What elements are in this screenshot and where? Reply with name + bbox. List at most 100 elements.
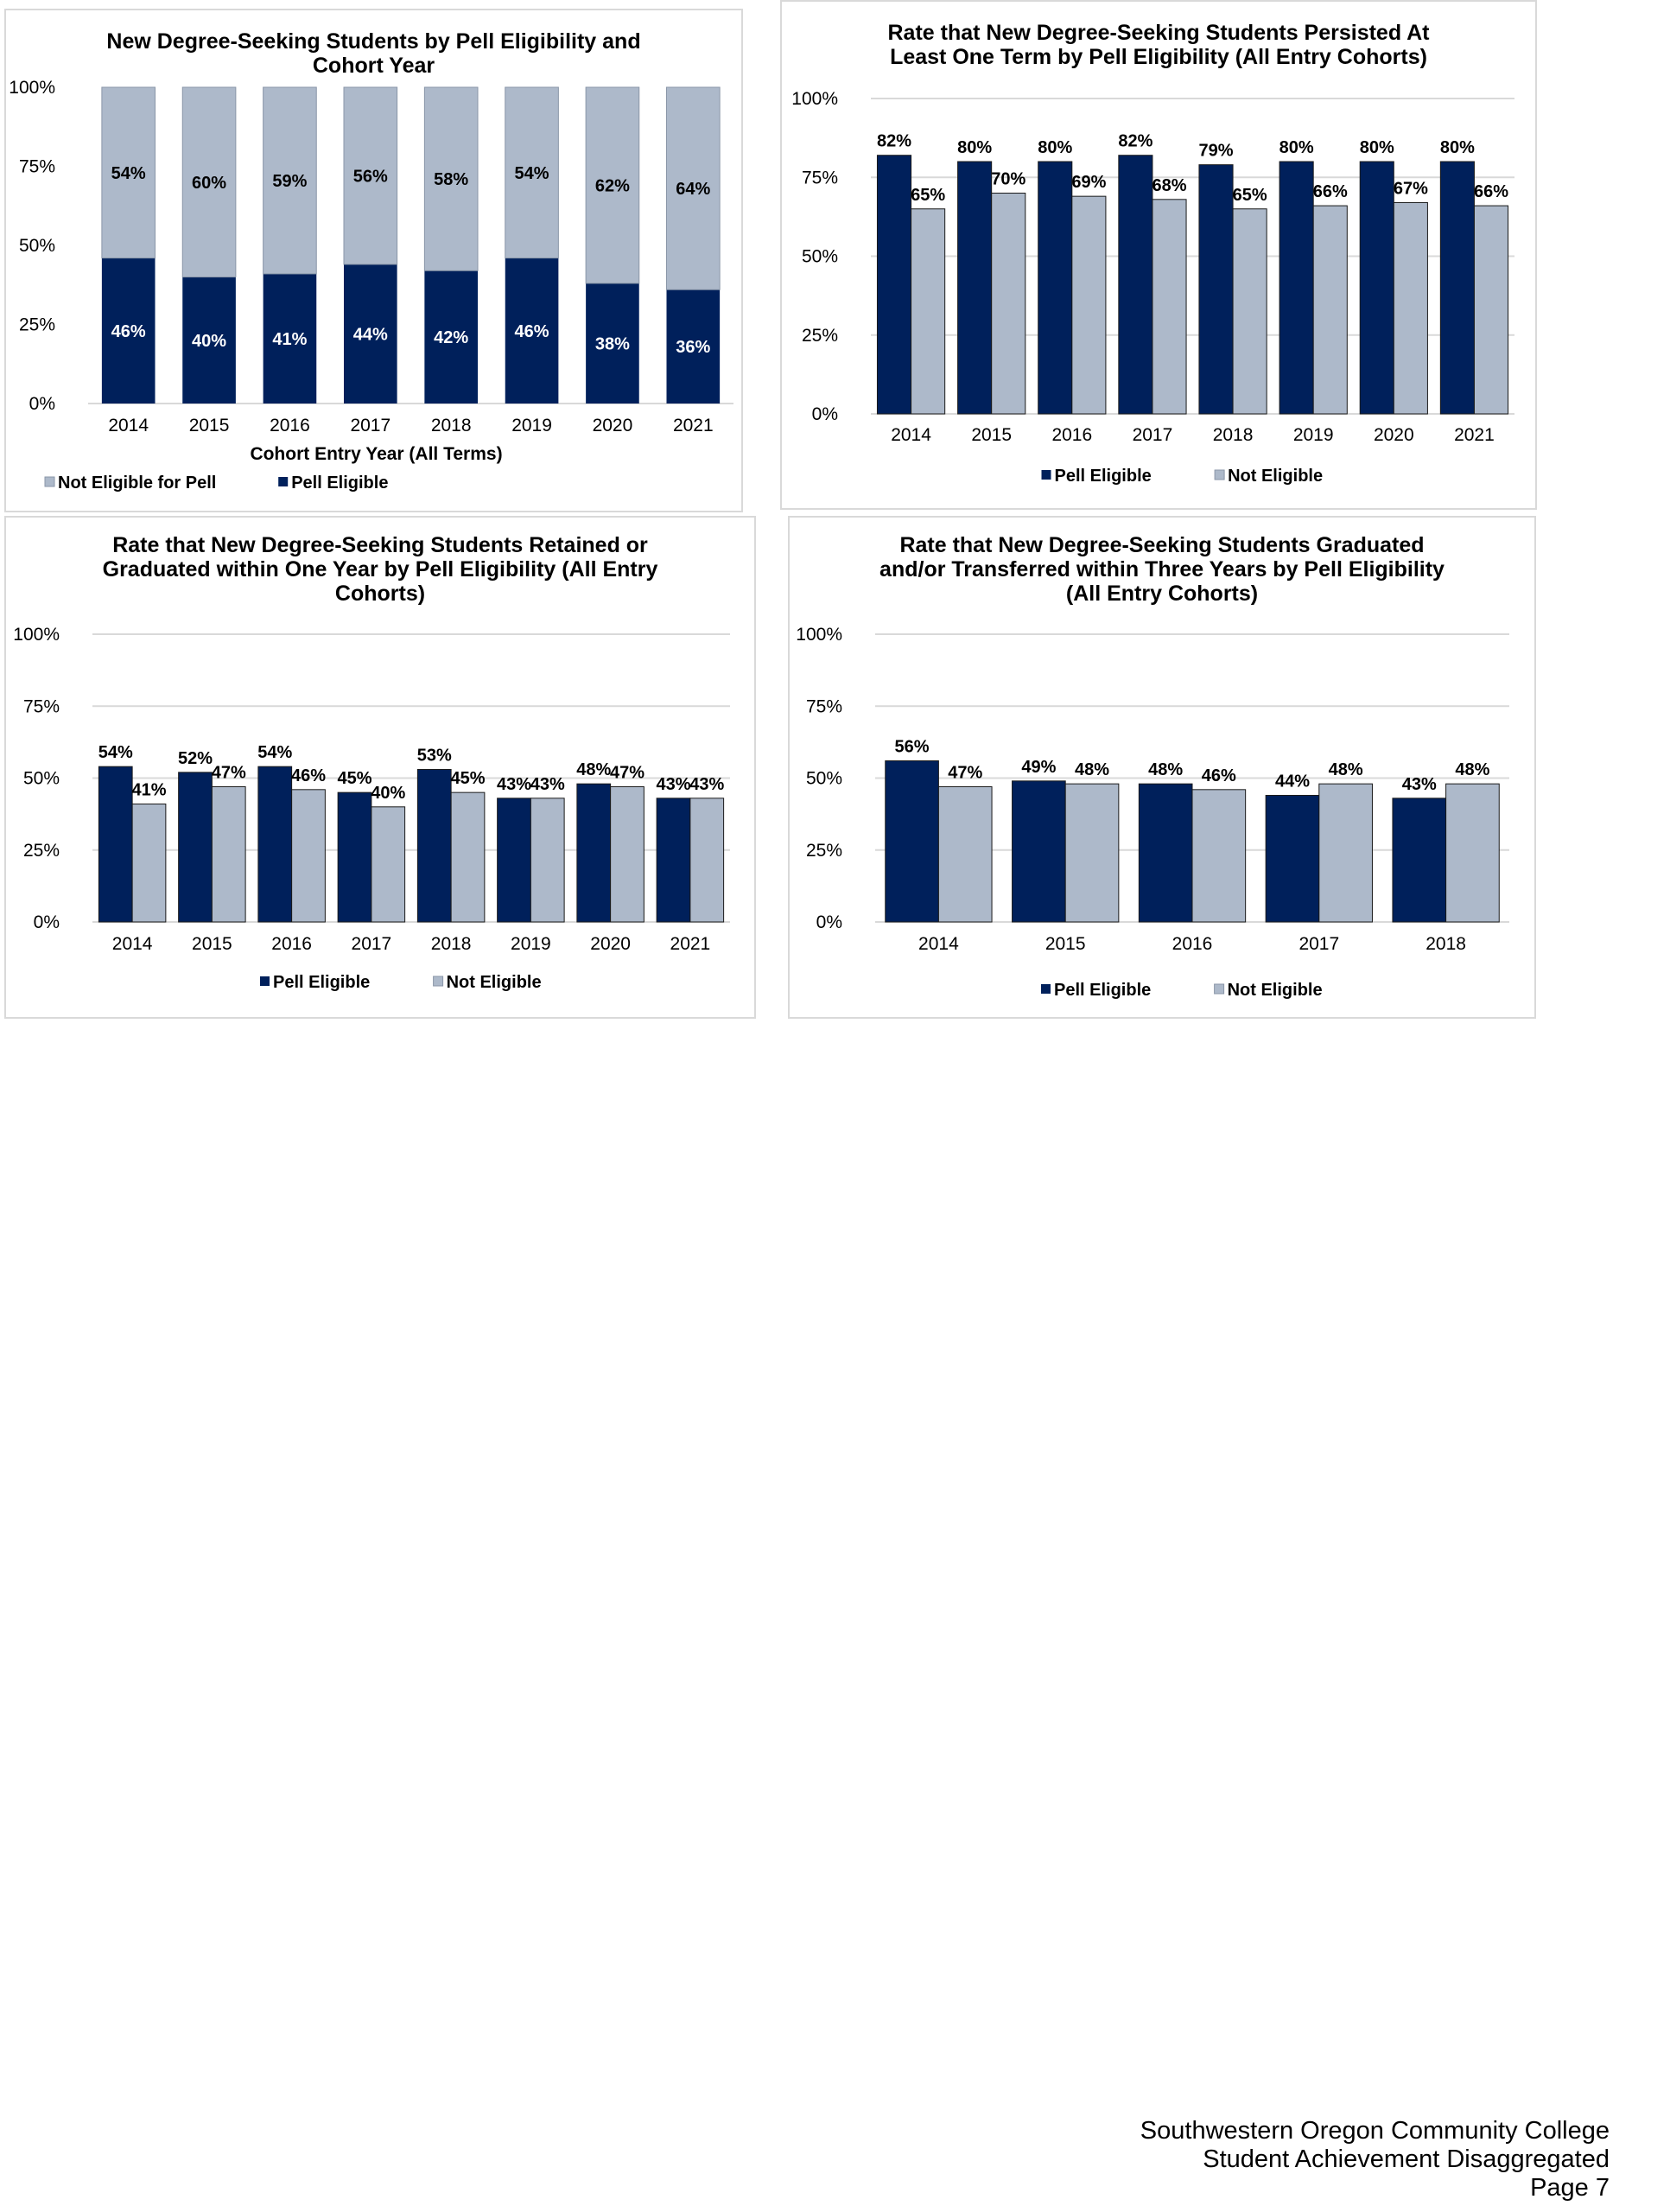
- bar-not-eligible: [1393, 201, 1428, 415]
- bar-pell-eligible: [263, 273, 317, 404]
- data-label-not-eligible: 40%: [371, 784, 405, 803]
- data-label-not-eligible: 70%: [991, 170, 1025, 189]
- y-tick-label: 25%: [802, 326, 838, 346]
- x-tick-label: 2014: [891, 425, 931, 445]
- data-label-not-eligible: 48%: [1455, 760, 1489, 779]
- bar-pell-eligible: [586, 283, 639, 404]
- x-tick-label: 2017: [350, 416, 391, 435]
- data-label-pell: 36%: [676, 338, 710, 357]
- data-label-not-eligible: 43%: [689, 775, 724, 794]
- data-label-not-eligible: 62%: [595, 176, 630, 195]
- y-tick-label: 100%: [9, 78, 55, 98]
- y-tick-label: 25%: [23, 841, 60, 861]
- legend-swatch: [260, 976, 270, 986]
- y-tick-label: 50%: [23, 769, 60, 789]
- x-tick-label: 2019: [511, 934, 551, 954]
- chart-svg: 0%25%50%75%100%54%41%201452%47%201554%46…: [13, 625, 730, 992]
- legend-swatch: [1214, 469, 1225, 480]
- x-tick-label: 2015: [189, 416, 230, 435]
- bar-pell-eligible: [497, 798, 531, 923]
- x-tick-label: 2018: [1213, 425, 1254, 445]
- bar-not-eligible: [991, 193, 1026, 415]
- bar-pell-eligible: [1359, 161, 1394, 415]
- bar-not-eligible: [131, 803, 167, 923]
- data-label-not-eligible: 65%: [1233, 186, 1267, 205]
- data-label-not-eligible: 56%: [353, 167, 388, 186]
- bar-not-eligible: [343, 86, 398, 265]
- data-label-not-eligible: 65%: [911, 186, 945, 205]
- x-tick-label: 2014: [918, 934, 959, 954]
- x-tick-label: 2017: [1133, 425, 1173, 445]
- footer-page-number: Page 7: [1530, 2174, 1610, 2202]
- bar-pell-eligible: [1439, 161, 1475, 415]
- x-tick-label: 2015: [971, 425, 1012, 445]
- y-tick-label: 50%: [19, 236, 55, 256]
- data-label-not-eligible: 58%: [434, 170, 468, 189]
- data-label-pell: 54%: [98, 743, 133, 762]
- data-label-pell: 82%: [1118, 132, 1152, 151]
- data-label-pell: 40%: [192, 332, 226, 351]
- bar-pell-eligible: [343, 264, 397, 404]
- bar-pell-eligible: [1038, 161, 1073, 415]
- bar-pell-eligible: [424, 270, 479, 404]
- y-tick-label: 0%: [29, 394, 55, 414]
- x-tick-label: 2015: [192, 934, 232, 954]
- bar-pell-eligible: [1265, 794, 1320, 923]
- chart-panel-graduated: Rate that New Degree-Seeking Students Gr…: [788, 516, 1536, 1019]
- bar-not-eligible: [610, 785, 645, 923]
- bar-not-eligible: [1232, 208, 1267, 415]
- bar-not-eligible: [1152, 199, 1187, 415]
- x-axis-title: Cohort Entry Year (All Terms): [250, 444, 502, 464]
- x-tick-label: 2019: [1293, 425, 1334, 445]
- data-label-pell: 48%: [1148, 760, 1183, 779]
- bar-pell-eligible: [337, 791, 372, 923]
- chart-svg: 0% 25% 50% 75% 100% 46% 54% 2014 40% 60% 2015 41% 59…: [9, 78, 733, 493]
- bar-pell-eligible: [178, 772, 213, 923]
- y-tick-label: 0%: [816, 912, 842, 932]
- data-label-not-eligible: 66%: [1474, 182, 1508, 201]
- y-tick-label: 50%: [802, 247, 838, 267]
- chart-svg: 0% 25% 50% 75% 100% 56% 47% 2014 49% 48% 2015 48% 46…: [796, 625, 1509, 1000]
- data-label-pell: 44%: [1275, 772, 1310, 791]
- page-footer: Southwestern Oregon Community College St…: [1140, 2117, 1610, 2202]
- bar-not-eligible: [181, 86, 237, 278]
- x-tick-label: 2015: [1045, 934, 1086, 954]
- legend-swatch: [44, 476, 55, 487]
- x-tick-label: 2016: [270, 416, 310, 435]
- legend-swatch: [1214, 983, 1225, 995]
- bar-not-eligible: [423, 86, 479, 271]
- data-label-pell: 53%: [417, 747, 452, 766]
- data-label-not-eligible: 45%: [450, 769, 485, 788]
- y-tick-label: 75%: [23, 696, 60, 716]
- x-tick-label: 2016: [1172, 934, 1213, 954]
- data-label-pell: 82%: [877, 132, 911, 151]
- x-tick-label: 2021: [670, 934, 711, 954]
- bar-pell-eligible: [1138, 783, 1193, 923]
- data-label-pell: 79%: [1198, 142, 1233, 161]
- x-tick-label: 2020: [590, 934, 631, 954]
- y-tick-label: 75%: [806, 696, 842, 716]
- data-label-not-eligible: 54%: [111, 164, 146, 183]
- chart-title: Rate that New Degree-Seeking Students Re…: [102, 533, 658, 606]
- x-tick-label: 2018: [1426, 934, 1466, 954]
- chart-title: New Degree-Seeking Students by Pell Elig…: [106, 29, 641, 78]
- data-label-not-eligible: 64%: [676, 180, 710, 199]
- bar-not-eligible: [1473, 205, 1509, 415]
- bar-pell-eligible: [98, 766, 133, 923]
- data-label-not-eligible: 60%: [192, 174, 226, 193]
- y-tick-label: 25%: [19, 315, 55, 335]
- legend-label: Pell Eligible: [1054, 981, 1151, 1000]
- data-label-not-eligible: 47%: [212, 763, 246, 782]
- bar-not-eligible: [211, 785, 246, 923]
- x-tick-label: 2021: [1454, 425, 1495, 445]
- legend-label: Not Eligible: [447, 973, 542, 992]
- x-tick-label: 2014: [108, 416, 149, 435]
- bar-pell-eligible: [1279, 161, 1314, 415]
- x-tick-label: 2017: [352, 934, 392, 954]
- data-label-pell: 43%: [1402, 775, 1437, 794]
- bar-not-eligible: [689, 798, 725, 923]
- data-label-pell: 45%: [337, 769, 371, 788]
- chart-title: Rate that New Degree-Seeking Students Pe…: [887, 21, 1430, 69]
- data-label-not-eligible: 47%: [948, 763, 982, 782]
- x-tick-label: 2020: [1374, 425, 1414, 445]
